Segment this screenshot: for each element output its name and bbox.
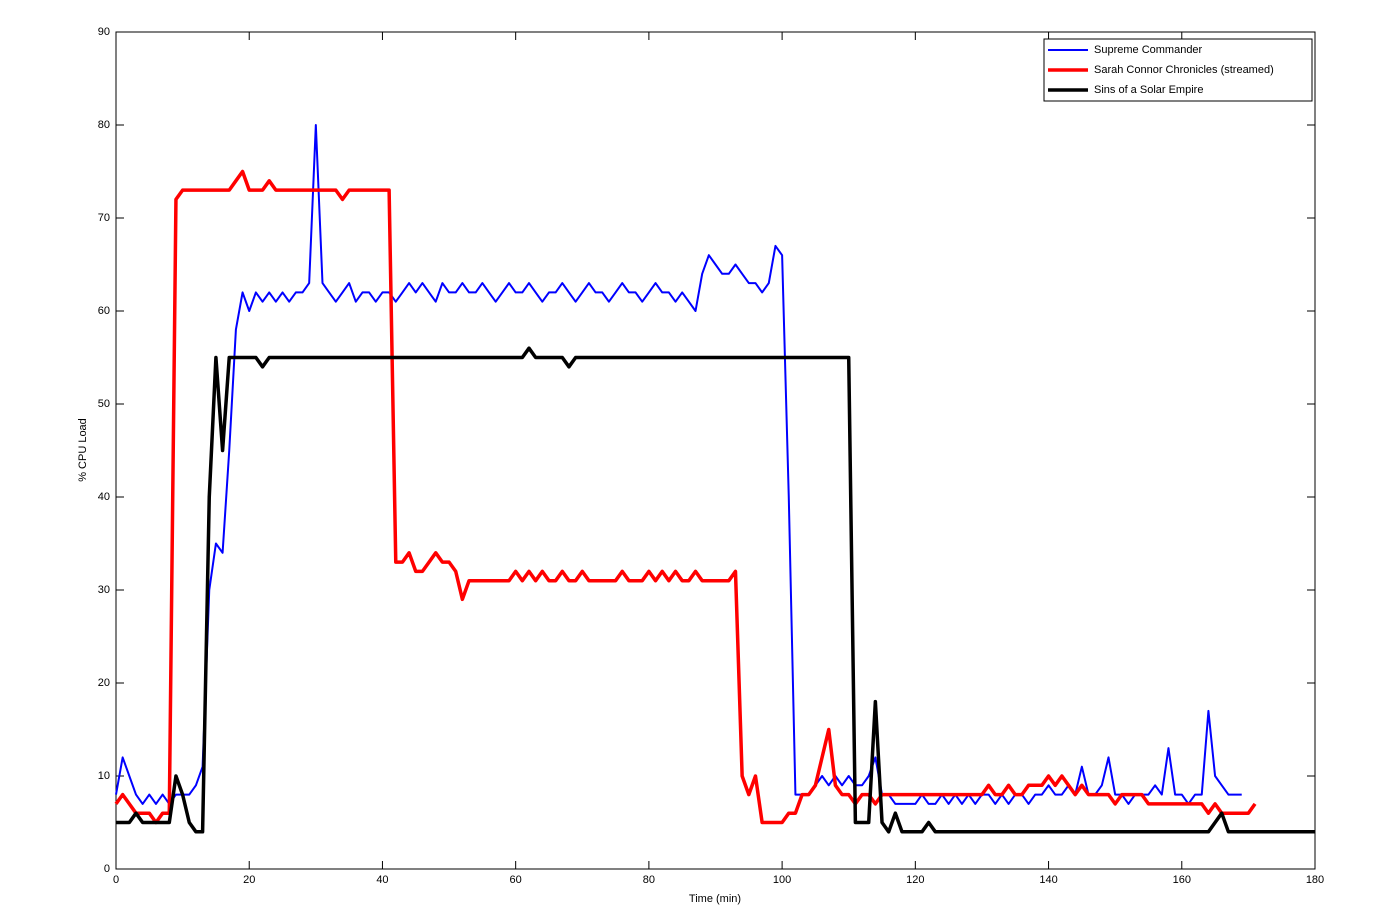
y-tick-label: 30 xyxy=(98,584,110,596)
x-tick-label: 120 xyxy=(906,874,924,886)
plot-frame xyxy=(115,31,1316,870)
legend-label: Sarah Connor Chronicles (streamed) xyxy=(1094,64,1274,76)
y-tick-label: 70 xyxy=(98,212,110,224)
y-tick-label: 50 xyxy=(98,398,110,410)
x-tick-label: 100 xyxy=(773,874,791,886)
x-tick-label: 80 xyxy=(643,874,655,886)
y-tick-label: 10 xyxy=(98,770,110,782)
x-axis-label: Time (min) xyxy=(689,893,741,905)
series-line xyxy=(116,346,1315,834)
y-tick-label: 60 xyxy=(98,305,110,317)
series-line xyxy=(114,169,1257,825)
y-axis-label: % CPU Load xyxy=(77,418,89,482)
x-tick-label: 180 xyxy=(1306,874,1324,886)
y-tick-label: 40 xyxy=(98,491,110,503)
x-tick-label: 160 xyxy=(1173,874,1191,886)
x-tick-label: 60 xyxy=(510,874,522,886)
legend: Supreme Commander Sarah Connor Chronicles… xyxy=(1043,38,1313,102)
x-tick-label: 140 xyxy=(1039,874,1057,886)
legend-label: Supreme Commander xyxy=(1094,44,1203,56)
x-tick-label: 0 xyxy=(113,874,119,886)
legend-label: Sins of a Solar Empire xyxy=(1094,84,1203,96)
legend-box xyxy=(1043,38,1313,102)
y-tick-label: 20 xyxy=(98,677,110,689)
y-tick-label: 90 xyxy=(98,26,110,38)
x-tick-label: 40 xyxy=(376,874,388,886)
y-tick-label: 80 xyxy=(98,119,110,131)
series-line xyxy=(115,124,1242,805)
x-tick-label: 20 xyxy=(243,874,255,886)
y-tick-label: 0 xyxy=(104,863,110,875)
